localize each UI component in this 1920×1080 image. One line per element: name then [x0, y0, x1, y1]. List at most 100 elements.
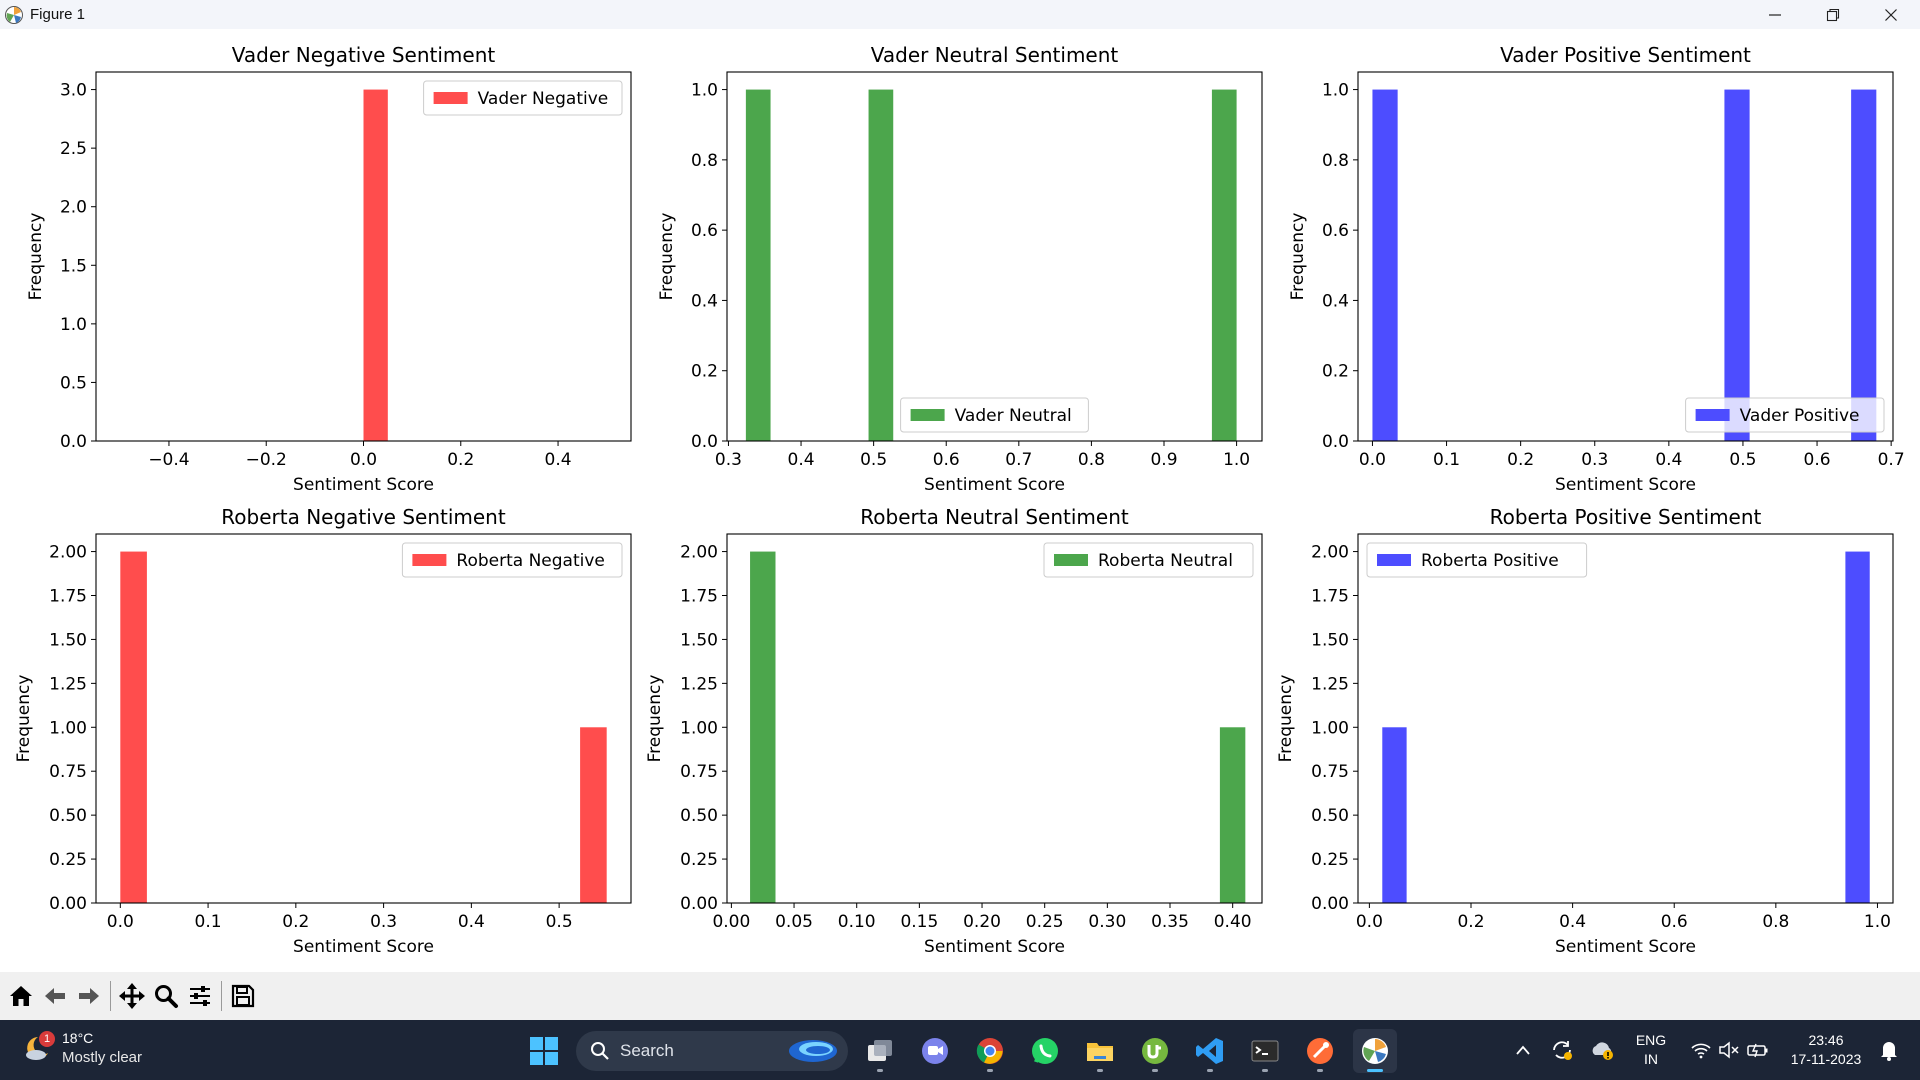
volume-muted-icon [1719, 1041, 1739, 1059]
taskbar-app-terminal[interactable] [1243, 1029, 1287, 1073]
wifi-icon [1691, 1043, 1711, 1059]
navigation-toolbar [0, 972, 1920, 1020]
vscode-icon [1196, 1038, 1223, 1064]
x-tick-label: 0.5 [1729, 450, 1756, 470]
figure-canvas[interactable]: −0.4 −0.2 0.0 0.2 0.4 0.0 0.5 1.0 1.5 2.0 2.5 3.0 Va… [0, 29, 1920, 972]
running-indicator [1317, 1069, 1323, 1072]
home-button[interactable] [4, 979, 38, 1013]
y-tick-label: 0.75 [49, 762, 87, 782]
running-indicator [1207, 1069, 1213, 1072]
tray-onedrive-button[interactable] [1586, 1020, 1618, 1080]
folder-icon [1087, 1043, 1113, 1061]
y-tick-label: 1.50 [1311, 630, 1349, 650]
pan-button[interactable] [115, 979, 149, 1013]
restore-button[interactable] [1804, 0, 1862, 29]
chart-title: Vader Negative Sentiment [232, 43, 496, 67]
y-tick-label: 2.00 [1311, 543, 1349, 563]
running-indicator [1152, 1069, 1158, 1072]
y-tick-label: 1.5 [60, 256, 87, 276]
x-tick-label: 0.20 [963, 912, 1001, 932]
configure-subplots-button[interactable] [183, 979, 217, 1013]
legend: Vader Neutral [900, 397, 1089, 433]
x-tick-label: 0.9 [1150, 450, 1177, 470]
minimize-icon [1769, 13, 1781, 16]
search-icon [591, 1042, 609, 1060]
legend-box [423, 80, 623, 116]
y-tick-label: 0.25 [49, 850, 87, 870]
subplot-5: 0.00 0.05 0.10 0.15 0.20 0.25 0.30 0.35 0.40 0.00… [645, 505, 1263, 957]
y-axis-label: Frequency [14, 675, 34, 763]
taskbar-search[interactable]: Search [576, 1031, 848, 1071]
taskbar-app-utorrent[interactable] [1133, 1029, 1177, 1073]
onedrive-cloud-icon [1592, 1042, 1613, 1060]
x-tick-label: 0.7 [1878, 450, 1905, 470]
tray-overflow-button[interactable] [1508, 1020, 1538, 1080]
y-tick-label: 1.75 [680, 587, 718, 607]
x-tick-label: 0.4 [1559, 912, 1586, 932]
x-tick-label: 0.5 [860, 450, 887, 470]
x-tick-label: 0.8 [1762, 912, 1789, 932]
y-tick-label: 0.25 [680, 850, 718, 870]
x-tick-label: 0.05 [775, 912, 813, 932]
y-tick-label: 1.25 [680, 674, 718, 694]
taskbar-app-python-figure[interactable] [1353, 1029, 1397, 1073]
notifications-button[interactable] [1874, 1020, 1904, 1080]
zoom-button[interactable] [149, 979, 183, 1013]
weather-widget[interactable]: 1 18°C Mostly clear [22, 1029, 142, 1067]
y-tick-label: 0.00 [49, 894, 87, 914]
y-tick-label: 0.6 [691, 221, 718, 241]
y-tick-label: 0.8 [1322, 151, 1349, 171]
x-tick-label: 1.0 [1864, 912, 1891, 932]
histogram-bar [1372, 89, 1398, 442]
taskbar-app-chrome[interactable] [968, 1029, 1012, 1073]
x-axis-label: Sentiment Score [924, 475, 1065, 495]
y-tick-label: 1.25 [49, 674, 87, 694]
forward-button[interactable] [72, 979, 106, 1013]
x-tick-label: 0.7 [1005, 450, 1032, 470]
y-tick-label: 0.00 [680, 894, 718, 914]
y-tick-label: 0.75 [1311, 762, 1349, 782]
x-tick-label: 0.1 [1433, 450, 1460, 470]
legend: Vader Positive [1685, 397, 1885, 433]
x-tick-label: 0.10 [838, 912, 876, 932]
x-tick-label: 0.8 [1078, 450, 1105, 470]
chart-title: Roberta Neutral Sentiment [860, 505, 1129, 529]
y-tick-label: 0.50 [680, 806, 718, 826]
taskbar-app-task-view[interactable] [858, 1029, 902, 1073]
histogram-bar [868, 89, 894, 442]
y-tick-label: 0.0 [60, 432, 87, 452]
minimize-button[interactable] [1746, 0, 1804, 29]
subplot-6: 0.0 0.2 0.4 0.6 0.8 1.0 0.00 0.25 0.50 0.75 1.00 1.… [1276, 505, 1894, 957]
x-tick-label: 0.2 [282, 912, 309, 932]
taskbar-app-vscode[interactable] [1188, 1029, 1232, 1073]
window-title: Figure 1 [30, 6, 86, 23]
toolbar-separator [221, 981, 222, 1011]
running-indicator [1097, 1069, 1103, 1072]
close-button[interactable] [1862, 0, 1920, 29]
y-axis-label: Frequency [1276, 675, 1296, 763]
x-tick-label: 0.5 [546, 912, 573, 932]
x-tick-label: 0.40 [1214, 912, 1252, 932]
language-indicator[interactable]: ENG IN [1626, 1020, 1676, 1080]
histogram-bar [363, 89, 388, 442]
start-button[interactable] [522, 1029, 566, 1073]
y-tick-label: 0.00 [1311, 894, 1349, 914]
x-tick-label: 0.3 [370, 912, 397, 932]
histogram-bar [1845, 551, 1870, 903]
save-button[interactable] [226, 979, 260, 1013]
legend-box [1366, 542, 1588, 578]
taskbar-app-postman[interactable] [1298, 1029, 1342, 1073]
taskbar-app-file-explorer[interactable] [1078, 1029, 1122, 1073]
zoom-icon [155, 985, 178, 1008]
bing-highlight-icon [789, 1040, 837, 1062]
tray-sync-button[interactable] [1546, 1020, 1578, 1080]
y-tick-label: 2.0 [60, 198, 87, 218]
close-icon [1885, 8, 1897, 21]
taskbar-app-whatsapp[interactable] [1023, 1029, 1067, 1073]
quick-settings-button[interactable] [1684, 1020, 1776, 1080]
whatsapp-icon [1032, 1038, 1058, 1064]
taskbar-app-teams[interactable] [913, 1029, 957, 1073]
back-button[interactable] [38, 979, 72, 1013]
clock[interactable]: 23:46 17-11-2023 [1778, 1020, 1874, 1080]
battery-charging-icon [1747, 1043, 1768, 1058]
